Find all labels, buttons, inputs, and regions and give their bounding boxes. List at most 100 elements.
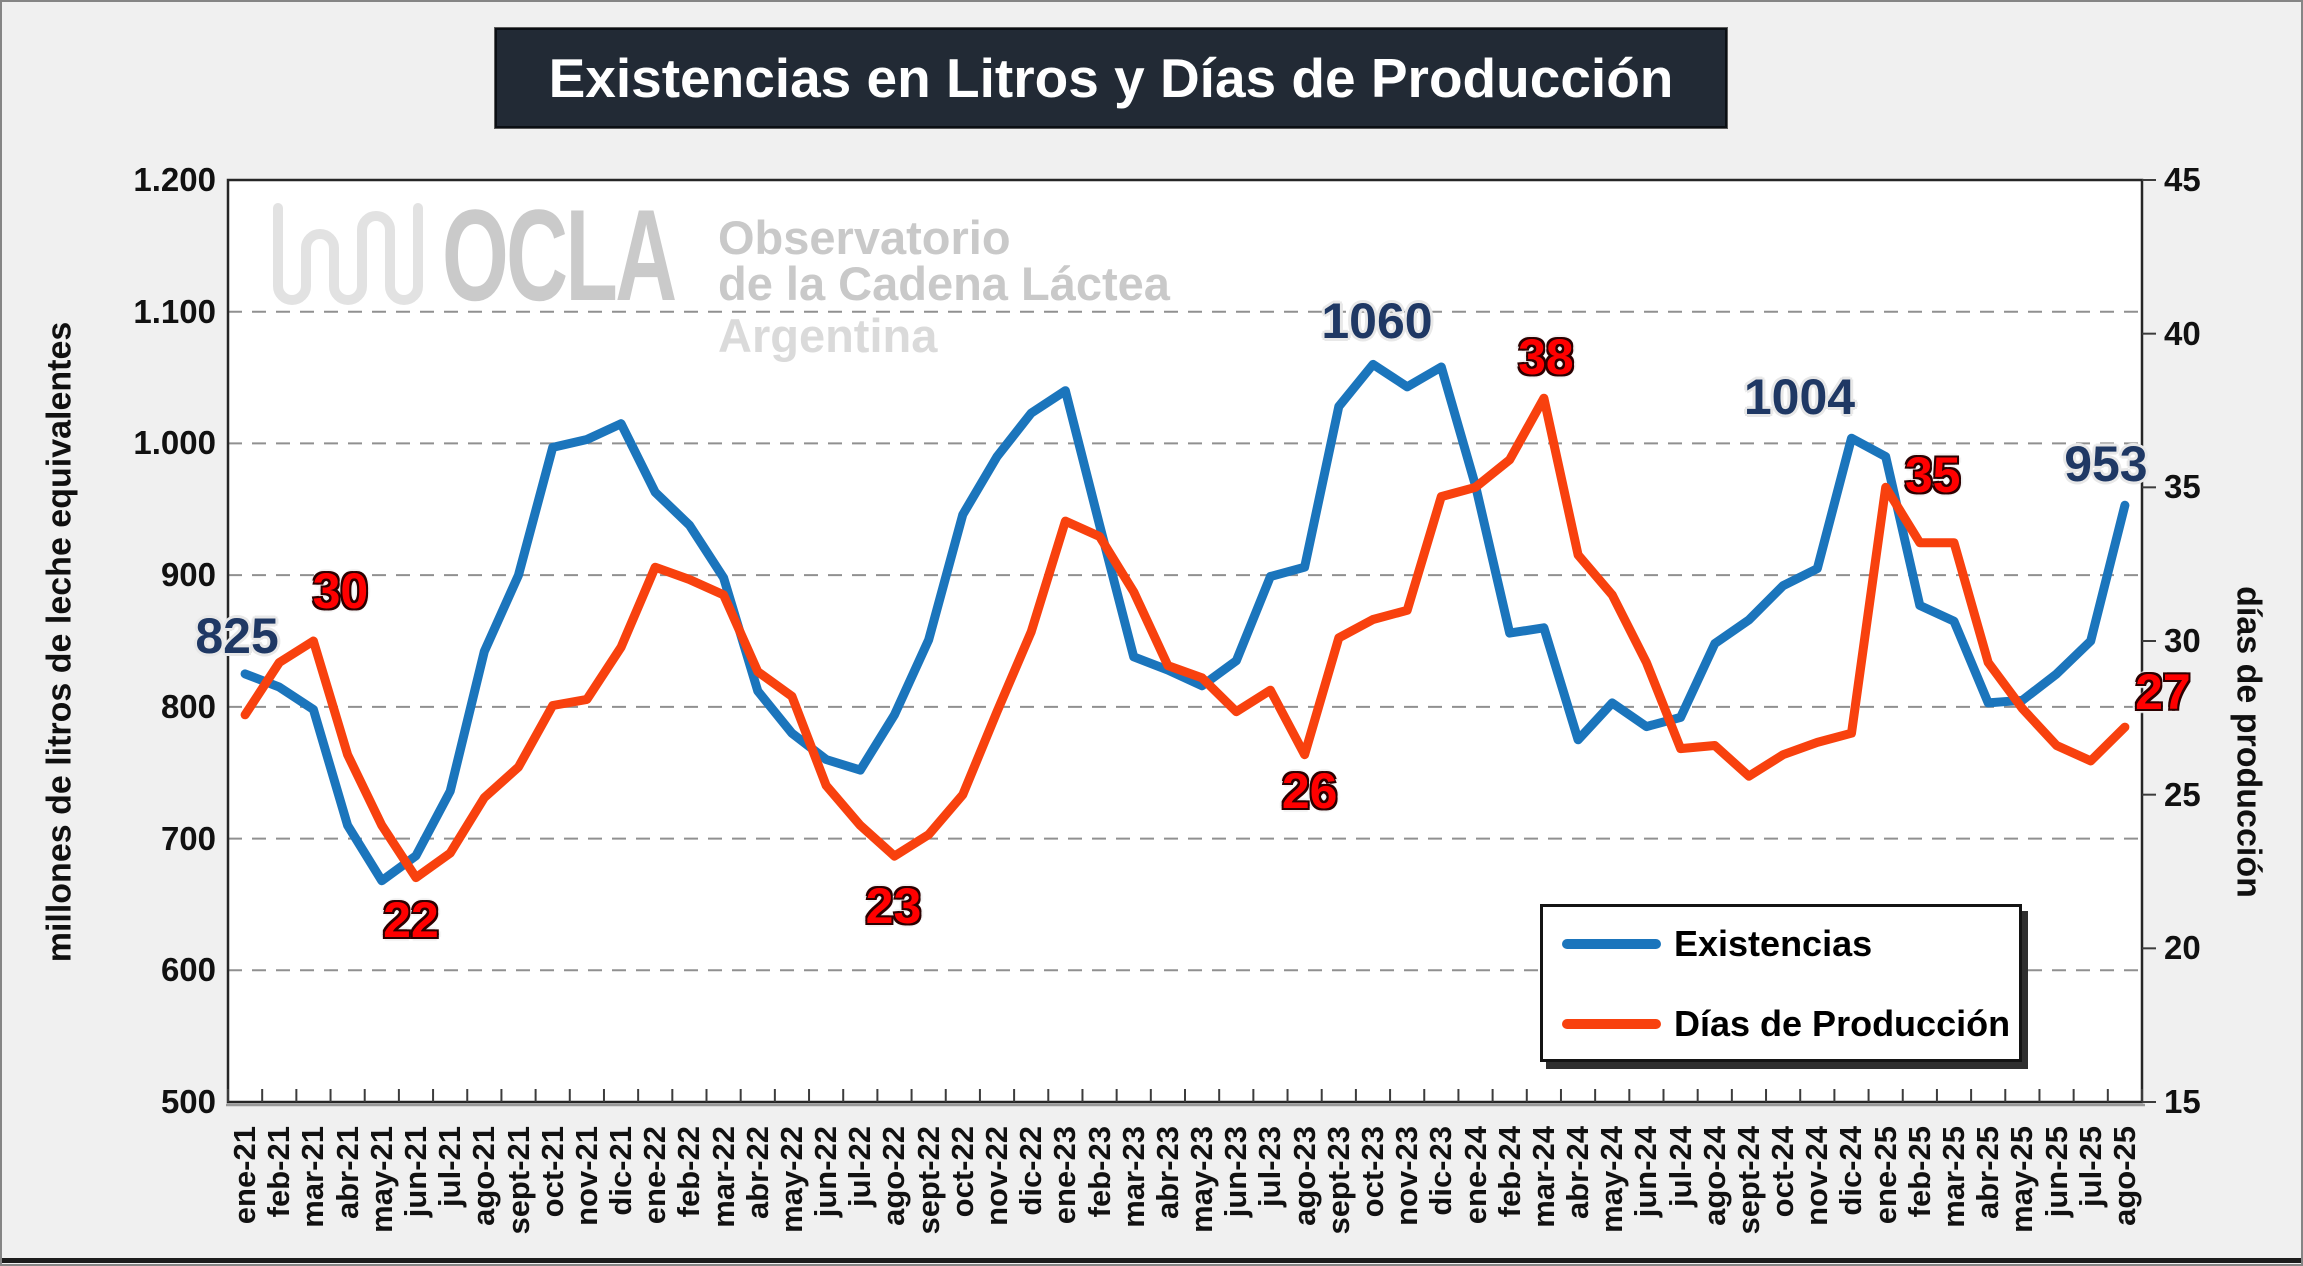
chart-title-box: Existencias en Litros y Días de Producci… — [495, 28, 1727, 128]
x-tick-label: abr-22 — [739, 1126, 775, 1220]
right-tick-label: 15 — [2164, 1083, 2201, 1120]
watermark-cadena-lactea: de la Cadena Láctea — [718, 257, 1170, 310]
x-tick-label: ene-21 — [227, 1126, 263, 1225]
data-label-dias-jun-21: 22 — [383, 891, 439, 948]
x-tick-label: jul-24 — [1662, 1126, 1698, 1207]
watermark-observatorio: Observatorio — [718, 211, 1011, 264]
x-tick-label: jun-21 — [397, 1126, 433, 1218]
right-tick-label: 25 — [2164, 775, 2201, 813]
legend-label: Existencias — [1674, 923, 1873, 964]
x-tick-label: feb-25 — [1901, 1126, 1937, 1218]
right-tick-label: 35 — [2164, 468, 2201, 506]
x-tick-label: abr-23 — [1149, 1126, 1185, 1220]
x-tick-label: dic-24 — [1833, 1126, 1869, 1216]
legend-line-swatch — [1562, 939, 1661, 949]
x-tick-label: ene-22 — [637, 1126, 673, 1225]
x-tick-label: mar-24 — [1525, 1126, 1561, 1228]
x-tick-label: abr-21 — [329, 1126, 365, 1220]
bottom-border-strip — [2, 1258, 2301, 1263]
x-tick-label: jun-23 — [1218, 1126, 1254, 1218]
legend-item-existencias[interactable]: Existencias — [1543, 919, 2019, 969]
left-axis-title: millones de litros de leche equivalentes — [40, 321, 79, 963]
x-tick-label: ene-23 — [1047, 1126, 1083, 1225]
right-axis-title: días de producción — [2229, 586, 2268, 898]
right-tick-label: 30 — [2164, 622, 2201, 659]
x-tick-label: feb-22 — [671, 1126, 707, 1218]
x-tick-label: nov-24 — [1799, 1126, 1835, 1226]
x-tick-label: sept-21 — [500, 1126, 536, 1235]
x-tick-label: feb-24 — [1491, 1126, 1527, 1218]
x-tick-label: ago-23 — [1286, 1126, 1322, 1226]
data-label-existencias-ago-25: 953 — [2064, 436, 2148, 493]
left-tick-label: 900 — [160, 556, 216, 594]
left-tick-label: 800 — [160, 687, 216, 725]
x-tick-label: jun-25 — [2038, 1126, 2074, 1218]
data-label-dias-ago-25: 27 — [2135, 664, 2191, 721]
left-tick-label: 1.200 — [133, 161, 216, 198]
x-tick-label: may-25 — [2004, 1126, 2040, 1233]
x-tick-label: feb-23 — [1081, 1126, 1117, 1218]
x-tick-label: jun-24 — [1628, 1126, 1664, 1218]
x-tick-label: oct-22 — [944, 1126, 980, 1218]
data-label-existencias-dic-24: 1004 — [1743, 369, 1856, 426]
left-tick-label: 600 — [160, 951, 216, 989]
x-tick-label: sept-22 — [910, 1126, 946, 1235]
data-label-dias-mar-21: 30 — [312, 563, 369, 619]
data-label-dias-mar-24: 38 — [1518, 329, 1574, 386]
x-tick-label: oct-21 — [534, 1126, 570, 1218]
chart-title: Existencias en Litros y Días de Producci… — [548, 47, 1674, 109]
x-tick-label: dic-23 — [1423, 1126, 1459, 1216]
x-tick-label: ene-25 — [1867, 1126, 1903, 1225]
left-tick-label: 1.100 — [133, 292, 216, 330]
left-tick-label: 500 — [160, 1083, 216, 1120]
x-tick-label: dic-21 — [603, 1126, 639, 1216]
data-label-dias-ago-22: 23 — [865, 878, 922, 935]
data-label-dias-ago-23: 26 — [1281, 762, 1338, 819]
x-tick-label: may-24 — [1594, 1126, 1630, 1233]
right-tick-label: 45 — [2164, 161, 2201, 198]
series-line-existencias[interactable] — [240, 359, 2130, 886]
x-tick-label: nov-22 — [979, 1126, 1015, 1226]
watermark-argentina: Argentina — [718, 309, 938, 362]
x-tick-label: mar-22 — [705, 1126, 741, 1228]
legend-line-swatch — [1562, 1019, 1661, 1029]
x-tick-label: feb-21 — [261, 1126, 297, 1218]
x-tick-label: may-23 — [1184, 1126, 1220, 1233]
ocla-logo-text: OCLA — [442, 182, 677, 328]
x-tick-label: jul-22 — [842, 1126, 878, 1207]
left-tick-label: 1.000 — [133, 424, 216, 462]
legend-item-dias-de-produccion[interactable]: Días de Producción — [1543, 999, 2019, 1049]
x-tick-label: ago-25 — [2106, 1126, 2142, 1226]
right-tick-label: 40 — [2164, 314, 2201, 352]
data-label-dias-ene-25: 35 — [1904, 447, 1961, 504]
x-tick-label: sept-24 — [1730, 1126, 1766, 1235]
x-tick-label: jul-23 — [1252, 1126, 1288, 1207]
x-tick-label: ago-24 — [1696, 1126, 1732, 1226]
x-tick-label: abr-25 — [1970, 1126, 2006, 1220]
x-tick-label: jul-21 — [432, 1126, 468, 1207]
x-tick-label: ago-22 — [876, 1126, 912, 1226]
data-label-existencias-ene-21: 825 — [195, 607, 279, 664]
x-tick-label: may-22 — [773, 1126, 809, 1233]
x-tick-label: sept-23 — [1320, 1126, 1356, 1235]
right-tick-label: 20 — [2164, 929, 2201, 967]
series-line-dias-de-produccion[interactable] — [240, 393, 2130, 883]
data-label-existencias-oct-23: 1060 — [1321, 293, 1433, 350]
x-tick-label: oct-23 — [1354, 1126, 1390, 1218]
x-tick-label: abr-24 — [1560, 1126, 1596, 1220]
x-tick-label: jun-22 — [808, 1126, 844, 1218]
legend-label: Días de Producción — [1674, 1003, 2011, 1044]
ocla-watermark-icon — [273, 203, 423, 305]
x-tick-label: ago-21 — [466, 1126, 502, 1226]
legend[interactable]: Existencias Días de Producción — [1540, 904, 2022, 1062]
x-tick-label: nov-21 — [568, 1126, 604, 1226]
x-tick-label: mar-25 — [1936, 1126, 1972, 1228]
x-tick-label: ene-24 — [1457, 1126, 1493, 1225]
x-tick-label: oct-24 — [1765, 1126, 1801, 1218]
x-tick-label: mar-23 — [1115, 1126, 1151, 1228]
x-tick-label: jul-25 — [2072, 1126, 2108, 1207]
x-tick-label: dic-22 — [1013, 1126, 1049, 1216]
x-tick-label: may-21 — [363, 1126, 399, 1233]
